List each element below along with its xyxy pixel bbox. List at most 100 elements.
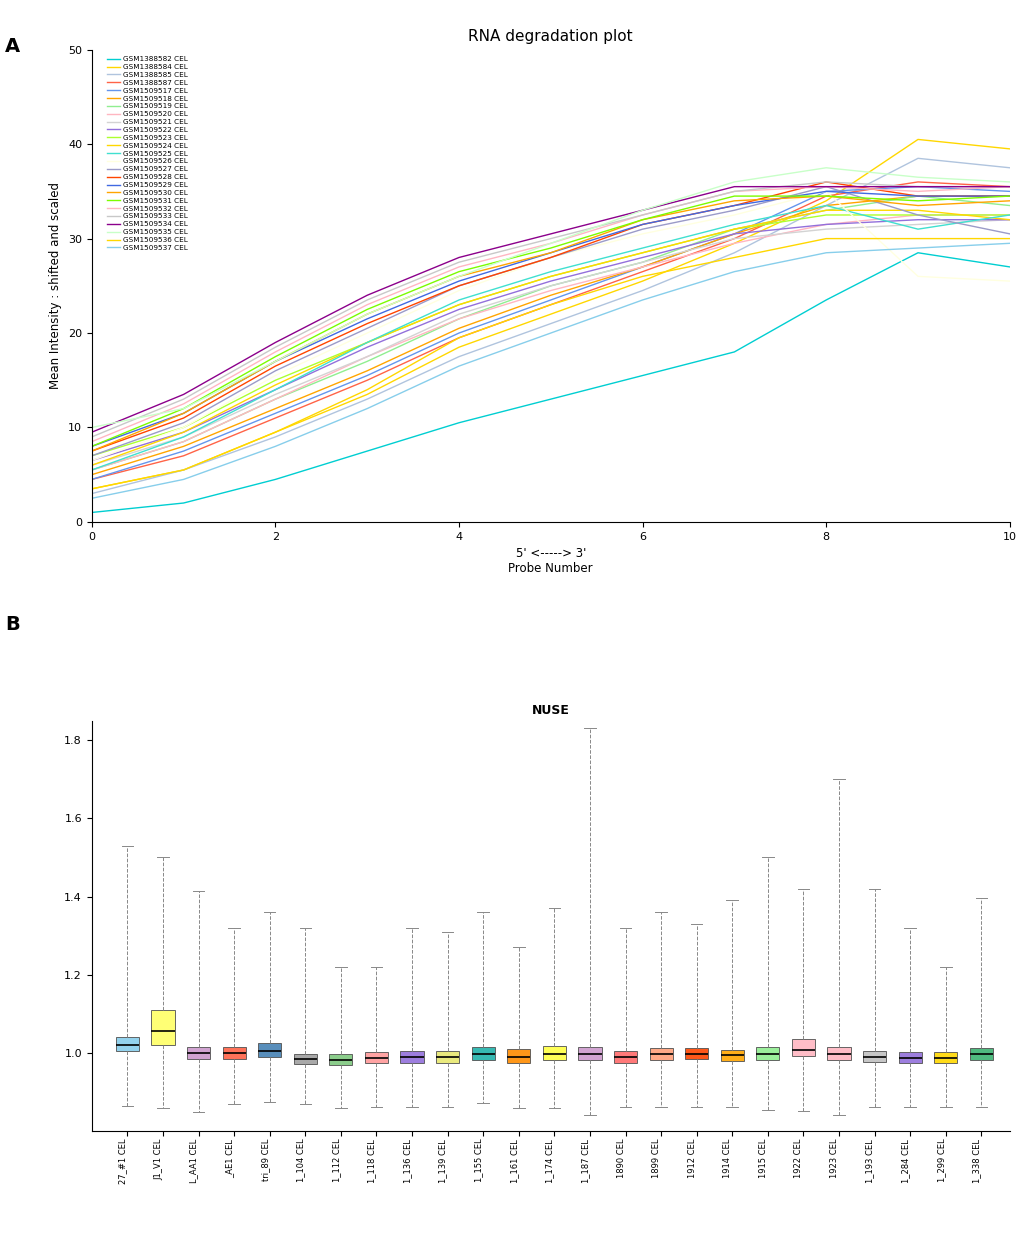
GSM1509517 CEL xyxy=(544,292,556,307)
GSM1509522 CEL xyxy=(819,218,832,232)
GSM1509525 CEL xyxy=(177,429,190,444)
GSM1509520 CEL xyxy=(177,434,190,449)
GSM1509534 CEL xyxy=(636,203,648,218)
GSM1509532 CEL xyxy=(177,397,190,411)
GSM1509522 CEL xyxy=(177,425,190,440)
GSM1509534 CEL xyxy=(544,226,556,241)
PathPatch shape xyxy=(506,1049,530,1063)
GSM1509530 CEL xyxy=(544,245,556,260)
Line: GSM1509520 CEL: GSM1509520 CEL xyxy=(92,215,1009,470)
GSM1509534 CEL xyxy=(728,179,740,194)
GSM1509531 CEL xyxy=(636,213,648,227)
Y-axis label: Mean Intensity : shifted and scaled: Mean Intensity : shifted and scaled xyxy=(49,183,62,389)
GSM1509523 CEL xyxy=(269,373,281,388)
GSM1509534 CEL xyxy=(269,336,281,351)
GSM1509535 CEL xyxy=(911,170,923,185)
GSM1509519 CEL xyxy=(86,462,98,477)
PathPatch shape xyxy=(400,1052,423,1063)
GSM1509528 CEL xyxy=(86,444,98,459)
Line: GSM1509521 CEL: GSM1509521 CEL xyxy=(92,220,1009,465)
GSM1509536 CEL xyxy=(86,481,98,496)
GSM1509526 CEL xyxy=(452,283,465,298)
GSM1509525 CEL xyxy=(269,383,281,398)
GSM1509522 CEL xyxy=(86,452,98,467)
GSM1509518 CEL xyxy=(1003,189,1015,204)
GSM1509536 CEL xyxy=(177,462,190,477)
GSM1509535 CEL xyxy=(819,160,832,175)
GSM1509523 CEL xyxy=(911,208,923,222)
GSM1388585 CEL xyxy=(819,198,832,213)
GSM1509530 CEL xyxy=(819,189,832,204)
GSM1509525 CEL xyxy=(728,218,740,232)
GSM1388587 CEL xyxy=(819,189,832,204)
GSM1509519 CEL xyxy=(911,189,923,204)
GSM1509531 CEL xyxy=(819,189,832,204)
GSM1509519 CEL xyxy=(177,434,190,449)
GSM1509533 CEL xyxy=(361,292,373,307)
PathPatch shape xyxy=(898,1052,921,1063)
Line: GSM1509519 CEL: GSM1509519 CEL xyxy=(92,196,1009,470)
GSM1509524 CEL xyxy=(544,268,556,283)
GSM1388584 CEL xyxy=(636,273,648,288)
GSM1509522 CEL xyxy=(1003,213,1015,227)
GSM1509535 CEL xyxy=(177,401,190,416)
GSM1509525 CEL xyxy=(819,198,832,213)
GSM1509523 CEL xyxy=(544,268,556,283)
PathPatch shape xyxy=(862,1052,886,1062)
Legend: GSM1388582 CEL, GSM1388584 CEL, GSM1388585 CEL, GSM1388587 CEL, GSM1509517 CEL, : GSM1388582 CEL, GSM1388584 CEL, GSM13885… xyxy=(105,53,191,254)
GSM1388585 CEL xyxy=(636,283,648,298)
GSM1509526 CEL xyxy=(544,250,556,265)
GSM1509519 CEL xyxy=(1003,198,1015,213)
GSM1509520 CEL xyxy=(1003,208,1015,222)
GSM1509523 CEL xyxy=(452,297,465,312)
PathPatch shape xyxy=(222,1047,246,1059)
GSM1509527 CEL xyxy=(361,321,373,336)
GSM1388584 CEL xyxy=(1003,142,1015,157)
GSM1509522 CEL xyxy=(911,213,923,227)
GSM1509526 CEL xyxy=(911,268,923,283)
GSM1509537 CEL xyxy=(728,265,740,280)
Line: GSM1509526 CEL: GSM1509526 CEL xyxy=(92,191,1009,460)
GSM1509524 CEL xyxy=(177,425,190,440)
GSM1388582 CEL xyxy=(819,292,832,307)
GSM1388587 CEL xyxy=(911,174,923,189)
Line: GSM1509534 CEL: GSM1509534 CEL xyxy=(92,186,1009,433)
GSM1509529 CEL xyxy=(911,189,923,204)
GSM1509536 CEL xyxy=(544,297,556,312)
GSM1509533 CEL xyxy=(452,255,465,270)
GSM1388587 CEL xyxy=(544,297,556,312)
Line: GSM1509522 CEL: GSM1509522 CEL xyxy=(92,220,1009,460)
GSM1388582 CEL xyxy=(177,496,190,511)
GSM1509519 CEL xyxy=(361,354,373,369)
GSM1509534 CEL xyxy=(361,288,373,303)
PathPatch shape xyxy=(720,1050,743,1060)
GSM1509529 CEL xyxy=(728,198,740,213)
GSM1509527 CEL xyxy=(911,208,923,222)
Line: GSM1509524 CEL: GSM1509524 CEL xyxy=(92,210,1009,465)
GSM1509530 CEL xyxy=(636,213,648,227)
GSM1509523 CEL xyxy=(1003,208,1015,222)
GSM1509522 CEL xyxy=(544,273,556,288)
GSM1509520 CEL xyxy=(86,462,98,477)
Line: GSM1509518 CEL: GSM1509518 CEL xyxy=(92,196,1009,475)
GSM1509532 CEL xyxy=(728,184,740,199)
GSM1509525 CEL xyxy=(911,221,923,236)
PathPatch shape xyxy=(151,1009,174,1045)
GSM1388585 CEL xyxy=(1003,160,1015,175)
GSM1509521 CEL xyxy=(819,221,832,236)
GSM1509517 CEL xyxy=(452,326,465,341)
GSM1509529 CEL xyxy=(1003,189,1015,204)
PathPatch shape xyxy=(258,1043,281,1057)
PathPatch shape xyxy=(293,1054,317,1064)
GSM1509521 CEL xyxy=(636,255,648,270)
GSM1509532 CEL xyxy=(86,434,98,449)
GSM1509533 CEL xyxy=(86,429,98,444)
GSM1509523 CEL xyxy=(636,245,648,260)
PathPatch shape xyxy=(649,1048,672,1060)
GSM1509526 CEL xyxy=(1003,273,1015,288)
GSM1509537 CEL xyxy=(636,292,648,307)
GSM1509531 CEL xyxy=(452,265,465,280)
GSM1509527 CEL xyxy=(544,250,556,265)
GSM1509535 CEL xyxy=(361,307,373,322)
X-axis label: 5' <-----> 3'
Probe Number: 5' <-----> 3' Probe Number xyxy=(508,547,592,576)
